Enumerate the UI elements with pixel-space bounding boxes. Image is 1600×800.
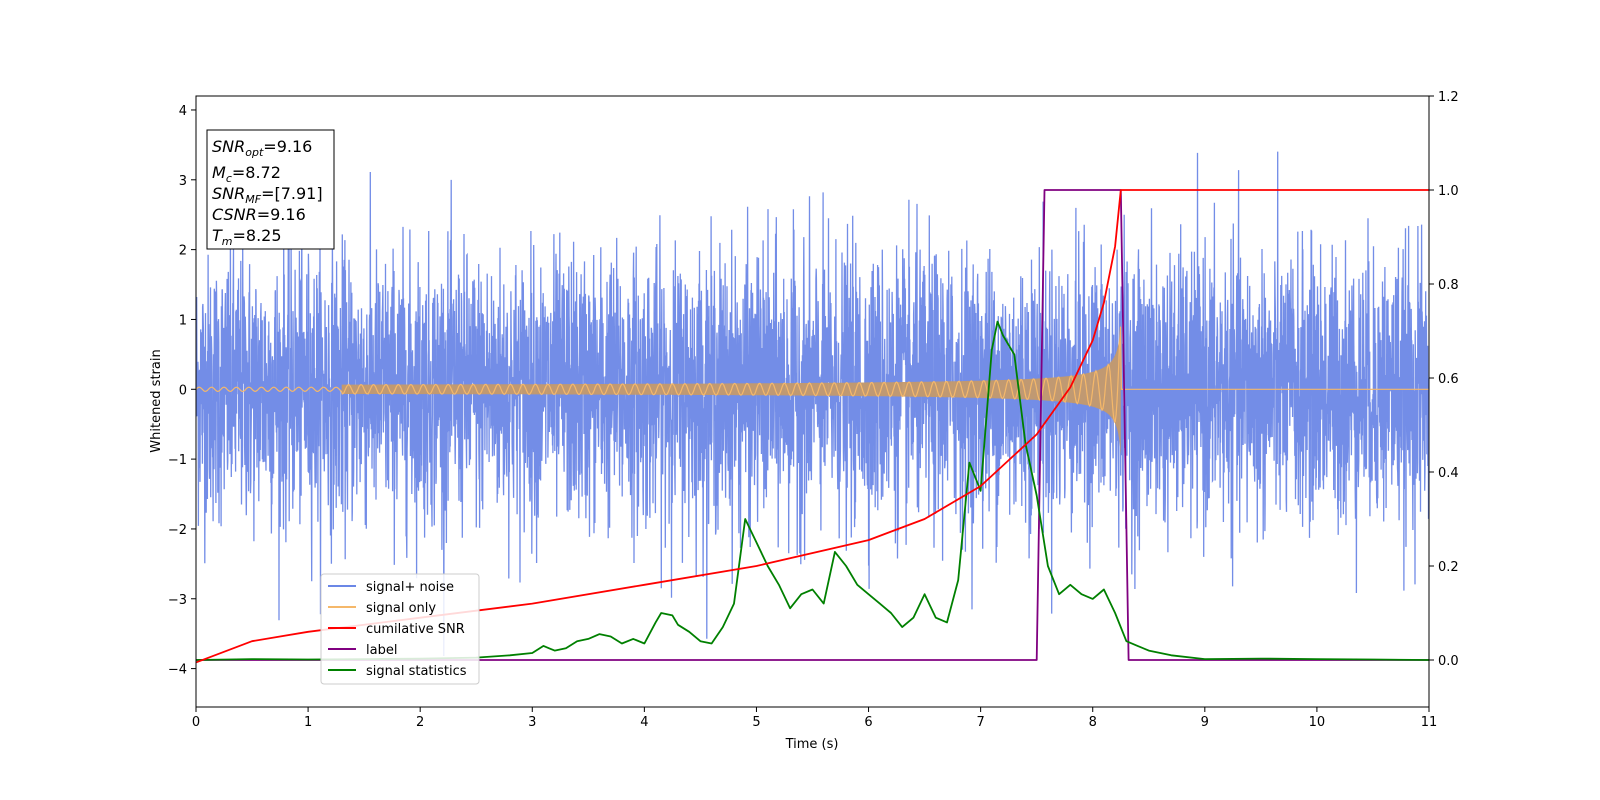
legend-label: signal+ noise [366, 580, 454, 595]
x-tick-label: 11 [1421, 715, 1438, 730]
x-axis-label: Time (s) [785, 737, 839, 752]
x-tick-label: 3 [528, 715, 536, 730]
axes-frame [195, 95, 1430, 708]
x-tick-label: 2 [416, 715, 424, 730]
annotation-frame [206, 129, 335, 250]
annotation-line: SNRopt=9.16 [212, 137, 312, 159]
x-tick-label: 9 [1201, 715, 1209, 730]
annotation-line: Tm=8.25 [212, 226, 282, 248]
y-left-tick-label: −1 [168, 453, 187, 468]
series-label-line [196, 189, 1429, 661]
x-tick-label: 8 [1089, 715, 1097, 730]
x-tick-label: 4 [640, 715, 648, 730]
y-left-tick-label: 2 [179, 244, 187, 259]
plot-area [196, 151, 1429, 664]
y-left-tick-label: 0 [179, 383, 187, 398]
y-left-tick-label: −4 [168, 663, 187, 678]
x-tick-label: 7 [976, 715, 984, 730]
series-signal-statistics-line [196, 320, 1429, 661]
y-left-tick-label: 1 [179, 313, 187, 328]
y-left-tick-label: −3 [168, 593, 187, 608]
x-tick-label: 1 [304, 715, 312, 730]
x-tick-label: 5 [752, 715, 760, 730]
y-right-tick-label: 1.0 [1438, 184, 1459, 199]
y-right-tick-label: 1.2 [1438, 90, 1459, 105]
legend: signal+ noise signal only cumilative SNR la… [320, 573, 480, 685]
annotation-line: SNRMF=[7.91] [212, 184, 323, 206]
series-signal-only-line [196, 326, 1429, 423]
y-right-tick-label: 0.6 [1438, 372, 1459, 387]
y-left-tick-label: −2 [168, 523, 187, 538]
series-signal-plus-noise-line [196, 151, 1429, 657]
legend-label: signal statistics [366, 664, 467, 679]
annotation-line: CSNR=9.16 [212, 205, 306, 224]
annotation-line: Mc=8.72 [212, 163, 281, 185]
x-tick-label: 0 [192, 715, 200, 730]
y-axis-label: Whitened strain [149, 349, 164, 452]
y-right-tick-label: 0.0 [1438, 654, 1459, 669]
y-right-tick-label: 0.8 [1438, 278, 1459, 293]
y-left-tick-label: 4 [179, 104, 187, 119]
y-left-tick-label: 3 [179, 174, 187, 189]
legend-label: label [366, 643, 397, 658]
y-right-tick-label: 0.2 [1438, 560, 1459, 575]
axis-ticks: 0 1 2 3 4 5 6 7 8 9 10 11 −4 −3 −2 −1 0 1 2 3 4 0.0 0.2 0.4 0.6 0… [168, 90, 1459, 730]
x-tick-label: 10 [1309, 715, 1326, 730]
legend-frame [320, 573, 480, 685]
legend-label: signal only [366, 601, 436, 616]
y-right-tick-label: 0.4 [1438, 466, 1459, 481]
legend-label: cumilative SNR [366, 622, 465, 637]
x-tick-label: 6 [864, 715, 872, 730]
